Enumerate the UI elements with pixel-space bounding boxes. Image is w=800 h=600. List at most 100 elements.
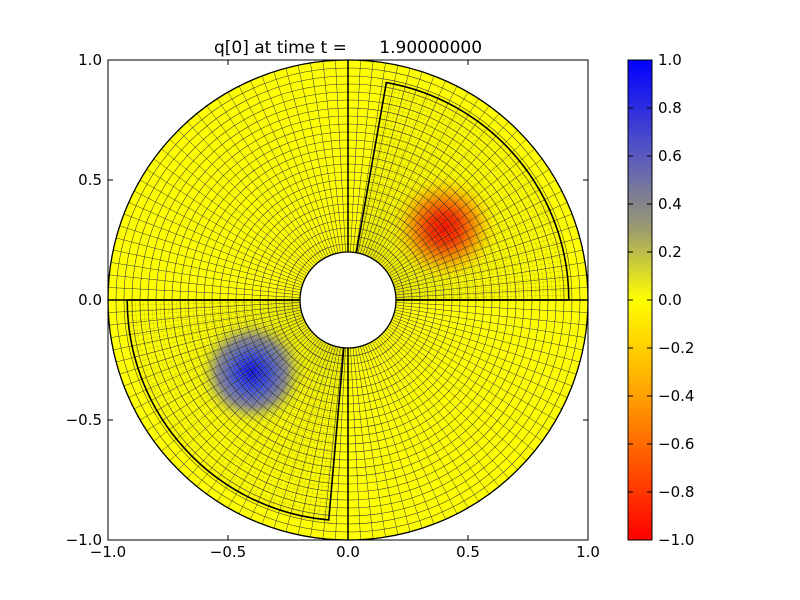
coarse-mesh-ray [391, 202, 568, 281]
colorbar-tick-label: −0.6 [658, 435, 694, 453]
coarse-mesh-ray [394, 309, 583, 351]
coarse-mesh-ray [146, 169, 308, 275]
coarse-mesh-ray [395, 274, 587, 296]
colorbar-tick-label: 0.2 [658, 243, 682, 261]
coarse-mesh-ray [395, 307, 586, 338]
coarse-mesh-ray [395, 287, 588, 298]
coarse-mesh-ray [261, 75, 332, 256]
coarse-mesh-ray [386, 328, 543, 442]
colorbar-tick-label: 1.0 [658, 51, 682, 69]
coarse-mesh-ray [297, 65, 339, 254]
coarse-mesh-ray [394, 312, 580, 363]
y-tick-label: −0.5 [66, 411, 102, 429]
coarse-mesh-ray [335, 60, 346, 253]
y-tick-label: 0.0 [78, 291, 102, 309]
coarse-mesh-ray [392, 316, 573, 387]
coarse-mesh-ray [161, 330, 311, 452]
coarse-mesh-ray [187, 121, 317, 265]
coarse-mesh-ray [355, 62, 386, 253]
coarse-mesh-ray [128, 319, 305, 398]
coarse-mesh-ray [360, 68, 411, 254]
coarse-mesh-ray [273, 71, 334, 255]
coarse-mesh-ray [169, 139, 313, 269]
coarse-mesh-ray [386, 158, 543, 272]
coarse-mesh-ray [196, 337, 318, 487]
y-tick-label: 0.5 [78, 171, 102, 189]
coarse-mesh-ray [357, 65, 399, 254]
coarse-mesh-ray [388, 325, 550, 431]
coarse-mesh-ray [116, 237, 302, 288]
x-tick-label: −0.5 [210, 543, 246, 561]
coarse-mesh-ray [364, 344, 435, 525]
coarse-mesh-ray [110, 262, 301, 293]
coarse-mesh-ray [217, 340, 323, 502]
coarse-mesh-ray [196, 113, 318, 263]
coarse-mesh-ray [376, 338, 490, 495]
coarse-mesh-ray [206, 105, 320, 262]
x-axis-ticks: −1.0 −0.5 0.0 0.5 1.0 [90, 60, 600, 561]
x-tick-label: −1.0 [90, 543, 126, 561]
coarse-mesh-ray [140, 323, 307, 421]
coarse-mesh-ray [376, 105, 490, 262]
colorbar-tick-label: 0.0 [658, 291, 682, 309]
coarse-mesh-ray [119, 314, 303, 375]
coarse-mesh-ray [390, 190, 562, 279]
coarse-mesh-ray [369, 86, 458, 258]
coarse-mesh-ray [109, 274, 301, 296]
coarse-mesh-ray [352, 347, 374, 539]
coarse-mesh-ray [153, 158, 310, 272]
coarse-mesh-ray [389, 179, 556, 277]
colorbar: 1.0 0.8 0.6 0.4 0.2 0.0 −0.2 −0.4 −0.6 −0.8 −1.0 [627, 51, 694, 549]
inner-hole [299, 251, 397, 349]
coarse-mesh-ray [369, 342, 458, 514]
coarse-mesh-ray [373, 98, 479, 260]
coarse-mesh-ray [360, 346, 411, 532]
colorbar-tick-label: 0.6 [658, 147, 682, 165]
coarse-mesh-ray [128, 202, 305, 281]
coarse-mesh-ray [373, 340, 479, 502]
y-axis-ticks: −1.0 −0.5 0.0 0.5 1.0 [66, 51, 588, 549]
chart-title: q[0] at time t = 1.90000000 [214, 38, 482, 58]
y-tick-label: 1.0 [78, 51, 102, 69]
coarse-mesh-ray [116, 312, 302, 363]
y-tick-label: −1.0 [66, 531, 102, 549]
coarse-mesh-ray [383, 331, 527, 461]
coarse-mesh-ray [285, 346, 336, 532]
coarse-mesh-ray [350, 60, 361, 253]
coarse-mesh-ray [392, 213, 573, 284]
coarse-mesh-ray [381, 333, 518, 470]
coarse-mesh-ray [238, 342, 327, 514]
refined-patch-outline [126, 299, 345, 521]
coarse-mesh-ray [379, 121, 509, 265]
coarse-mesh-ray [378, 337, 500, 487]
coarse-mesh-ray [109, 304, 301, 326]
coarse-mesh-ray [322, 61, 344, 253]
coarse-mesh-ray [335, 347, 346, 540]
coarse-mesh-ray [310, 62, 341, 253]
colorbar-tick-label: −1.0 [658, 531, 694, 549]
coarse-mesh-ray [310, 347, 341, 538]
coarse-mesh-ray [108, 302, 301, 313]
coarse-mesh-ray [385, 330, 535, 452]
coarse-mesh-ray [161, 148, 311, 270]
coarse-mesh-ray [362, 345, 423, 529]
colorbar-tick-label: 0.8 [658, 99, 682, 117]
colorbar-tick-label: −0.4 [658, 387, 694, 405]
coarse-mesh-ray [389, 323, 556, 421]
coarse-mesh-ray [113, 249, 302, 291]
coarse-mesh-ray [146, 325, 308, 431]
coarse-mesh-ray [273, 345, 334, 529]
colorbar-tick-label: 0.4 [658, 195, 682, 213]
coarse-mesh-ray [153, 328, 310, 442]
coarse-mesh-ray [227, 92, 325, 259]
coarse-mesh-ray [381, 130, 518, 267]
coarse-mesh-ray [391, 319, 568, 398]
coarse-mesh-ray [178, 130, 315, 267]
colorbar-ticks: 1.0 0.8 0.6 0.4 0.2 0.0 −0.2 −0.4 −0.6 −0.8 −1.0 [628, 51, 694, 549]
coarse-mesh-ray [134, 190, 306, 279]
coarse-mesh-ray [362, 71, 423, 255]
x-tick-label: 0.5 [456, 543, 480, 561]
coarse-mesh-ray [371, 92, 469, 259]
coarse-mesh-ray [250, 80, 329, 257]
